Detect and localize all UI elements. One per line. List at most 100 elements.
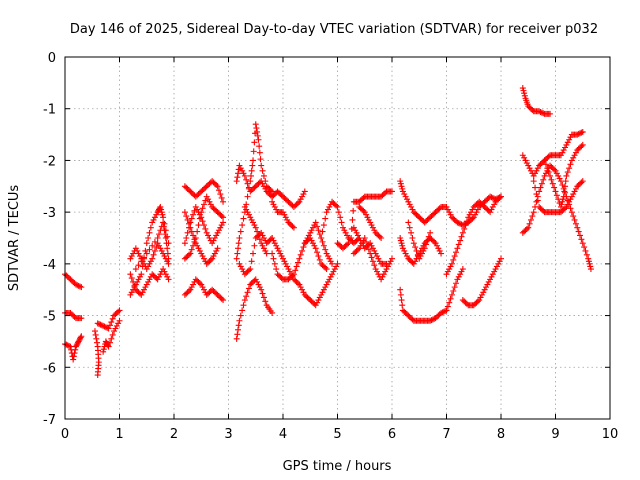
data-point — [199, 187, 206, 194]
data-point — [417, 253, 424, 260]
data-point — [203, 291, 210, 298]
data-point — [93, 335, 100, 342]
data-point — [68, 277, 75, 284]
data-point — [410, 240, 417, 247]
data-point — [181, 255, 188, 262]
data-point — [235, 322, 242, 329]
data-point — [560, 185, 567, 192]
data-point — [267, 187, 274, 194]
data-point — [521, 228, 528, 235]
data-point — [286, 268, 293, 275]
series-s8 — [127, 240, 172, 273]
data-point — [354, 246, 361, 253]
data-point — [361, 235, 368, 241]
data-point — [205, 181, 212, 188]
data-point — [280, 255, 286, 262]
data-point — [138, 291, 145, 298]
data-point — [244, 289, 251, 296]
data-point — [251, 222, 258, 229]
data-point — [458, 233, 465, 240]
data-point — [398, 297, 405, 304]
data-point — [161, 253, 168, 260]
data-point — [147, 258, 154, 265]
data-point — [299, 286, 306, 293]
data-point — [472, 300, 479, 307]
data-point — [199, 205, 206, 212]
data-point — [265, 238, 272, 245]
data-point — [263, 188, 270, 195]
data-point — [369, 258, 376, 265]
data-point — [254, 228, 261, 235]
data-point — [190, 281, 197, 288]
data-point — [389, 255, 395, 262]
data-point — [185, 224, 192, 231]
data-point — [127, 291, 134, 298]
data-point — [143, 281, 150, 288]
data-point — [296, 281, 303, 288]
data-point — [198, 214, 205, 221]
data-point — [271, 203, 278, 210]
data-point — [399, 242, 406, 249]
data-point — [294, 280, 301, 287]
data-point — [239, 266, 246, 273]
data-point — [194, 206, 201, 213]
data-point — [286, 275, 293, 282]
data-point — [470, 214, 477, 221]
data-point — [454, 219, 461, 226]
data-point — [185, 251, 192, 258]
data-point — [458, 268, 465, 275]
data-point — [353, 229, 360, 236]
data-point — [236, 162, 243, 169]
data-point — [335, 241, 342, 248]
data-point — [282, 260, 289, 267]
data-point — [67, 276, 74, 283]
data-point — [356, 235, 363, 241]
series-s30 — [350, 224, 390, 267]
data-point — [356, 203, 363, 210]
data-point — [493, 197, 500, 204]
data-point — [198, 281, 205, 288]
data-point — [547, 172, 554, 179]
data-point — [363, 238, 370, 245]
data-point — [344, 232, 351, 239]
x-axis-label: GPS time / hours — [283, 459, 392, 474]
data-point — [105, 325, 112, 332]
data-point — [349, 216, 356, 223]
data-point — [299, 247, 306, 254]
data-point — [146, 246, 153, 253]
data-point — [151, 238, 158, 245]
data-point — [564, 169, 571, 176]
data-point — [549, 165, 556, 172]
data-point — [439, 309, 446, 316]
data-point — [559, 198, 566, 205]
data-point — [526, 104, 533, 111]
data-point — [337, 242, 344, 249]
data-point — [375, 232, 382, 239]
data-point — [134, 278, 141, 285]
data-point — [408, 203, 415, 210]
data-point — [250, 219, 257, 226]
data-point — [537, 184, 544, 191]
data-point — [348, 235, 355, 241]
data-point — [427, 235, 434, 241]
data-point — [548, 176, 555, 183]
data-point — [132, 281, 139, 288]
data-point — [156, 205, 163, 212]
data-point — [188, 228, 195, 235]
data-point — [364, 214, 371, 221]
data-point — [160, 266, 167, 273]
data-point — [533, 198, 540, 205]
x-tick-label: 5 — [333, 427, 341, 442]
data-point — [244, 268, 251, 275]
data-point — [68, 311, 75, 318]
data-point — [406, 256, 413, 263]
data-point — [548, 163, 555, 170]
data-point — [191, 207, 198, 214]
data-point — [435, 245, 442, 252]
data-point — [533, 167, 540, 174]
data-point — [359, 206, 366, 213]
series-s40 — [519, 162, 594, 273]
data-point — [237, 312, 244, 319]
data-point — [478, 291, 485, 298]
data-point — [438, 250, 445, 257]
